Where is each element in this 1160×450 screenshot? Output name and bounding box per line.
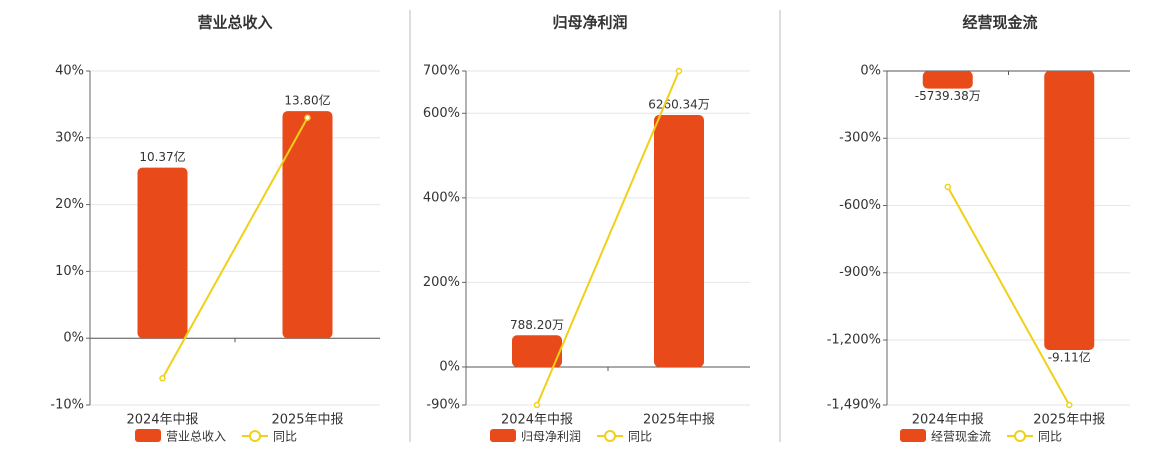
y-tick-label: 0% (860, 64, 881, 79)
y-tick-label: 20% (55, 197, 84, 212)
line (946, 186, 1071, 406)
legend-swatch (249, 430, 262, 442)
chart-title: 归母净利润 (552, 14, 627, 32)
point (533, 401, 541, 409)
point (304, 114, 311, 122)
legend-item: 同比 (242, 430, 297, 444)
y-tick-label: -1,200% (827, 332, 881, 347)
x-tick-label: 2025年中报 (1033, 413, 1105, 428)
y-tick-label: 0% (439, 359, 460, 374)
legend-item: 同比 (1007, 430, 1062, 444)
legend-item: 经营现金流 (900, 429, 991, 444)
bar (654, 115, 704, 368)
legend-swatch (900, 429, 926, 442)
y-tick-label: 10% (55, 264, 84, 279)
legend-swatch (1014, 430, 1027, 442)
point (159, 375, 166, 382)
point (944, 183, 951, 191)
bar (282, 111, 333, 339)
y-tick-label: 40% (55, 64, 84, 79)
data-label: 788.20万 (510, 318, 564, 332)
y-tick-label: -300% (839, 131, 881, 146)
legend-swatch (490, 429, 516, 442)
bar (922, 71, 973, 89)
data-label: -9.11亿 (1048, 350, 1091, 365)
legend-item: 归母净利润 (490, 429, 581, 444)
legend-label: 归母净利润 (521, 430, 581, 444)
chart-title: 经营现金流 (962, 14, 1037, 32)
y-tick-label: -90% (426, 398, 460, 413)
legend-label: 同比 (273, 430, 297, 444)
legend-item: 营业总收入 (135, 429, 226, 444)
y-tick-label: 0% (63, 331, 84, 346)
x-tick-label: 2024年中报 (501, 413, 573, 428)
data-label: 10.37亿 (139, 149, 185, 164)
y-tick-label: -10% (50, 398, 84, 413)
bar (1044, 71, 1095, 351)
y-tick-label: 400% (423, 190, 460, 205)
x-tick-label: 2025年中报 (643, 413, 715, 428)
x-tick-label: 2025年中报 (271, 413, 343, 428)
legend-label: 同比 (628, 430, 652, 444)
point (1066, 401, 1073, 409)
bar (137, 167, 188, 339)
y-tick-label: 700% (423, 64, 460, 79)
line (536, 70, 680, 406)
y-tick-label: -600% (839, 198, 881, 213)
legend-item: 同比 (597, 430, 652, 444)
y-tick-label: 30% (55, 130, 84, 145)
data-label: 13.80亿 (284, 93, 330, 108)
line (161, 117, 309, 379)
bar (512, 335, 562, 368)
legend-label: 营业总收入 (166, 430, 226, 444)
data-label: 6260.34万 (648, 98, 710, 112)
x-tick-label: 2024年中报 (912, 413, 984, 428)
chart-title: 营业总收入 (197, 14, 272, 32)
y-tick-label: -900% (839, 265, 881, 280)
legend-swatch (135, 429, 161, 442)
legend-label: 同比 (1038, 430, 1062, 444)
y-tick-label: 600% (423, 106, 460, 121)
data-label: -5739.38万 (915, 89, 981, 103)
legend-label: 经营现金流 (931, 429, 991, 444)
point (675, 67, 683, 75)
y-tick-label: 200% (423, 275, 460, 290)
legend-swatch (604, 430, 617, 442)
y-tick-label: -1,490% (827, 398, 881, 413)
x-tick-label: 2024年中报 (126, 413, 198, 428)
